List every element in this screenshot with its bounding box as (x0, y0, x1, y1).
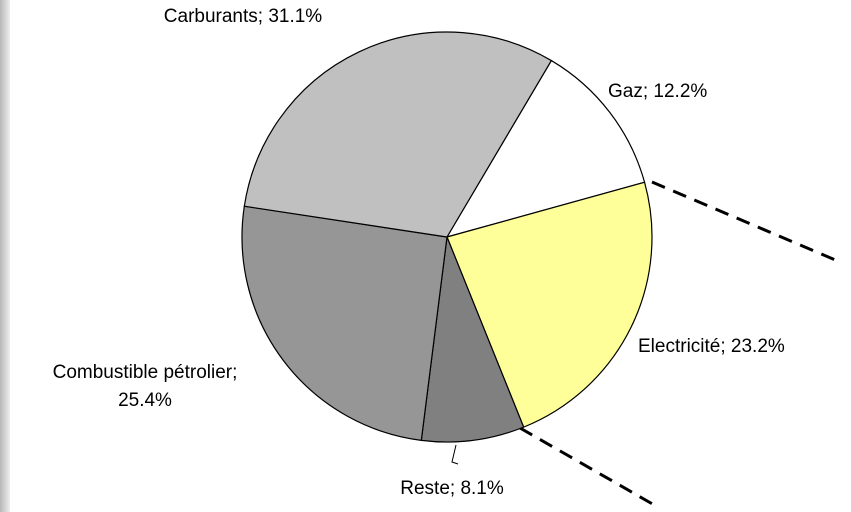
slice (420, 234, 525, 443)
edge-strip (0, 0, 10, 512)
data-label: Combustible pétrolier; 25.4% (53, 362, 238, 411)
callout-line (519, 426, 657, 508)
callout-line (651, 180, 841, 264)
slice (243, 31, 553, 238)
slice (445, 59, 646, 238)
data-label: Reste; 8.1% (400, 478, 504, 499)
slice (446, 181, 653, 428)
slice (241, 205, 448, 442)
data-label: Electricité; 23.2% (638, 336, 785, 357)
data-label: Carburants; 31.1% (164, 6, 323, 27)
data-label: Gaz; 12.2% (608, 81, 707, 102)
leader-line (451, 444, 459, 465)
